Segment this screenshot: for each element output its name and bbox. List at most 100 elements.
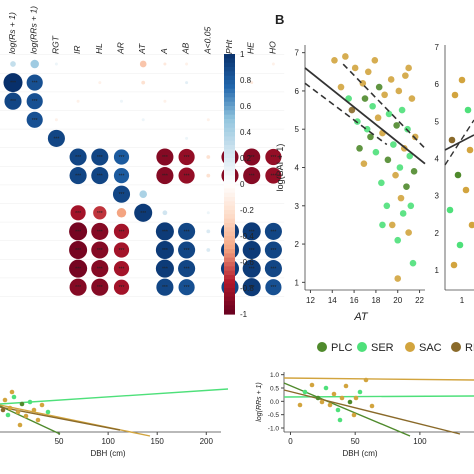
colorbar-tick-label: 1 [240, 50, 245, 59]
data-point [394, 275, 402, 282]
colorbar-step [224, 227, 235, 233]
heatmap-cell [91, 260, 109, 278]
colorbar-step [224, 292, 235, 298]
colorbar-step [224, 192, 235, 198]
data-point [23, 413, 29, 419]
colorbar-step [224, 88, 235, 94]
heatmap-significance-label: *** [184, 174, 190, 180]
y-tick-label: 1 [435, 266, 440, 275]
heatmap-cell [178, 148, 195, 166]
colorbar-step [224, 197, 235, 202]
y-tick-label: 3 [295, 202, 300, 211]
heatmap-cell [3, 73, 23, 93]
data-point [410, 168, 418, 175]
colorbar-step [224, 218, 235, 224]
legend-item: PLC [317, 342, 352, 354]
x-tick-label: 50 [351, 437, 360, 446]
colorbar-step [224, 162, 235, 168]
legend-label: RNI [465, 342, 474, 354]
data-point [409, 259, 417, 267]
heatmap-cell [155, 222, 174, 241]
heatmap-cell [30, 59, 39, 69]
data-point [398, 106, 406, 114]
y-tick-label: 5 [295, 125, 300, 134]
colorbar-tick-label: 0.8 [240, 76, 252, 85]
regression-line [304, 67, 426, 165]
heatmap-significance-label: *** [97, 285, 103, 291]
heatmap-significance-label: *** [97, 248, 103, 254]
colorbar-step [224, 114, 235, 120]
data-point [387, 76, 395, 83]
heatmap-column-label: A [159, 48, 169, 55]
y-tick-label: 4 [435, 155, 440, 164]
data-point [381, 91, 388, 99]
heatmap-significance-label: *** [53, 136, 59, 142]
x-tick-label: 0 [288, 437, 293, 446]
data-point [454, 171, 462, 179]
data-point [411, 133, 419, 141]
colorbar-step [224, 266, 235, 272]
data-point [462, 186, 470, 194]
y-tick-label: -0.5 [268, 412, 280, 419]
heatmap-significance-label: *** [162, 155, 168, 161]
x-tick-label: 100 [413, 437, 427, 446]
legend: PLC SER SAC RNI [317, 342, 474, 354]
fit-line-ser [0, 388, 229, 405]
data-point [347, 399, 353, 405]
data-point [458, 76, 466, 84]
colorbar-step [224, 166, 235, 172]
heatmap-significance-label: *** [75, 174, 81, 180]
colorbar-tick-label: -0.2 [240, 206, 254, 215]
y-tick-label: -1.0 [268, 426, 280, 433]
colorbar-step [224, 205, 235, 211]
data-point [2, 397, 8, 403]
colorbar-step [224, 62, 235, 68]
data-point [405, 229, 412, 236]
heatmap-cell [163, 62, 167, 66]
colorbar-tick-label: -0.4 [240, 232, 254, 241]
heatmap-cell [134, 203, 153, 222]
heatmap-significance-label: *** [119, 229, 125, 235]
data-point [353, 395, 359, 401]
data-point [331, 391, 337, 397]
panel-b-label: B [275, 12, 284, 27]
colorbar-tick-label: -1 [240, 310, 248, 319]
heatmap-significance-label: *** [162, 267, 168, 273]
heatmap-significance-label: *** [184, 155, 190, 161]
data-point [448, 136, 456, 144]
heatmap-significance-label: *** [119, 267, 125, 273]
data-point [405, 64, 412, 72]
colorbar-step [224, 296, 235, 302]
heatmap-significance-label: *** [249, 229, 255, 235]
data-point [345, 95, 352, 102]
data-point [450, 261, 458, 269]
x-axis-label: DBH (cm) [342, 449, 377, 458]
heatmap-cell [162, 210, 168, 216]
heatmap-cell [26, 74, 43, 91]
data-point [363, 125, 371, 133]
heatmap-cell [54, 118, 58, 122]
fit-line-plc [0, 405, 61, 435]
legend-label: SAC [419, 342, 442, 354]
heatmap-cell [265, 148, 282, 166]
data-point [351, 412, 357, 418]
data-point [383, 202, 391, 210]
x-tick-label: 100 [101, 437, 115, 446]
y-tick-label: 6 [435, 80, 440, 89]
heatmap-significance-label: *** [32, 118, 38, 124]
heatmap-cell [47, 129, 65, 147]
x-tick-label: 150 [151, 437, 165, 446]
scatter-right-partial: 7 6 5 4 3 2 1 1 [435, 43, 474, 305]
colorbar-step [224, 127, 235, 133]
data-point [396, 164, 404, 171]
heatmap-significance-label: *** [75, 229, 81, 235]
colorbar-step [224, 140, 235, 146]
heatmap-significance-label: *** [249, 174, 255, 180]
colorbar-step [224, 153, 235, 159]
heatmap-significance-label: *** [32, 99, 38, 105]
heatmap-column-label: IR [72, 46, 82, 55]
heatmap-significance-label: *** [75, 155, 81, 161]
heatmap-column-label: AT [137, 43, 147, 55]
data-point [11, 394, 17, 400]
colorbar-tick-label: 0.4 [240, 128, 252, 137]
